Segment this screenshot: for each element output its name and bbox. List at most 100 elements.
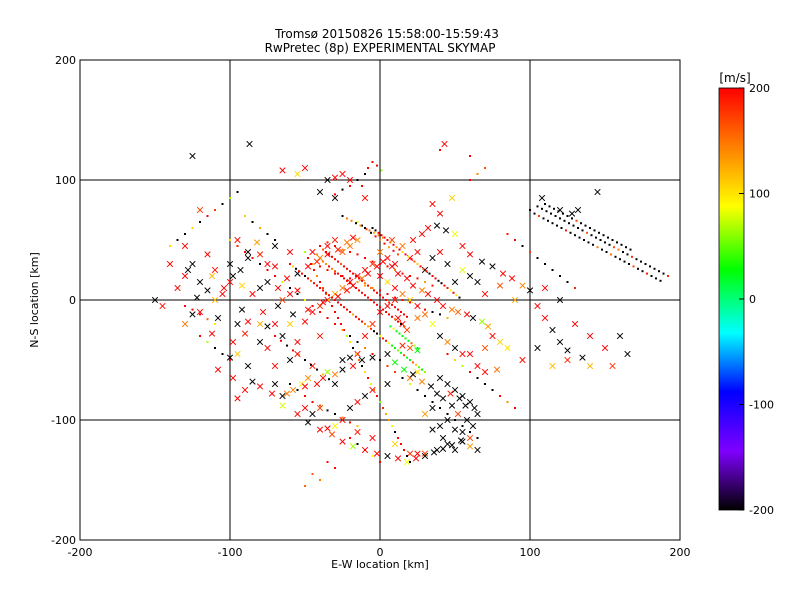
data-point-x [414,450,421,457]
data-point-dot [296,293,299,295]
data-point-x [399,290,406,298]
data-point-dot [382,236,384,239]
data-point-x [624,350,631,358]
data-point-x [451,230,459,238]
data-point-dot [313,282,315,285]
data-point-dot [367,377,369,379]
colorbar-tick-label: 0 [749,293,756,306]
data-point-dot [401,377,404,379]
data-point-dot [649,265,651,268]
data-point-dot [533,212,536,215]
y-tick-label: -100 [51,414,76,427]
data-point-dot [296,389,299,391]
data-point-x [286,356,294,364]
data-point-dot [394,371,396,373]
data-point-dot [416,305,419,307]
data-point-dot [400,443,402,445]
data-point-x [309,308,316,316]
data-point-dot [319,265,321,268]
data-point-dot [259,263,261,265]
data-point-x [264,278,271,286]
data-point-dot [397,320,399,323]
data-point-dot [398,248,401,251]
data-point-dot [406,356,408,359]
data-point-dot [310,279,312,282]
data-point-dot [431,311,434,313]
data-point-dot [349,341,351,343]
data-point-dot [355,353,357,355]
data-point-dot [574,234,576,237]
data-point-x [283,390,291,397]
data-point-dot [644,263,647,265]
data-point-dot [356,443,359,445]
data-point-dot [379,263,381,265]
data-point-dot [554,215,557,217]
data-point-dot [367,325,369,328]
data-point-dot [434,277,437,280]
data-point-dot [184,305,186,307]
data-point-x [369,260,376,268]
data-point-x [339,438,346,445]
data-point-x [538,194,546,202]
data-point-x [331,236,339,244]
x-tick-label: 100 [520,546,541,559]
data-point-x [391,359,399,366]
data-point-dot [571,217,573,220]
data-point-dot [382,407,384,409]
data-point-x [256,320,264,328]
colorbar-ticks: 200 100 0 -100 -200 [739,82,774,517]
data-point-x [159,302,166,310]
data-point-dot [352,313,354,316]
data-point-dot [346,279,348,282]
data-point-dot [199,221,201,223]
data-point-x [349,362,357,370]
data-point-x [361,332,369,340]
data-point-dot [379,306,381,309]
data-point-dot [346,335,348,337]
data-point-x [429,200,436,208]
data-point-dot [566,215,569,217]
data-point-dot [632,265,635,268]
data-point-x [454,308,462,316]
data-point-x [259,308,267,316]
data-point-x [466,350,474,358]
data-point-dot [529,209,531,211]
data-point-dot [580,222,582,225]
data-point-x [256,338,264,346]
data-point-dot [221,353,224,355]
data-point-x [504,344,511,352]
data-point-x [388,263,396,270]
data-point-dot [286,344,288,347]
data-point-x [346,404,354,412]
data-point-x [541,314,549,322]
data-point-dot [349,277,351,280]
data-point-x [474,278,481,286]
data-point-x [384,278,391,286]
data-point-x [462,402,469,409]
data-point-x [324,296,331,304]
data-point-dot [355,287,357,289]
data-point-dot [364,294,366,297]
data-point-x [469,314,477,322]
data-point-x [466,398,474,406]
data-point-dot [403,449,405,451]
colorbar-tick-label: -100 [749,399,774,412]
data-point-dot [359,224,362,227]
data-point-dot [397,437,399,439]
data-point-dot [659,279,662,282]
data-point-dot [341,248,344,251]
data-point-dot [616,241,618,244]
data-point-dot [340,263,342,265]
data-point-dot [307,257,309,259]
data-point-dot [608,243,611,246]
data-point-dot [376,164,378,167]
data-point-dot [326,409,329,412]
data-point-dot [596,246,599,249]
data-point-dot [325,291,327,294]
data-point-dot [548,205,551,208]
data-point-x [244,318,252,325]
data-point-dot [358,318,360,321]
data-point-x [316,426,324,433]
data-point-x [399,342,406,349]
data-point-dot [584,224,587,227]
